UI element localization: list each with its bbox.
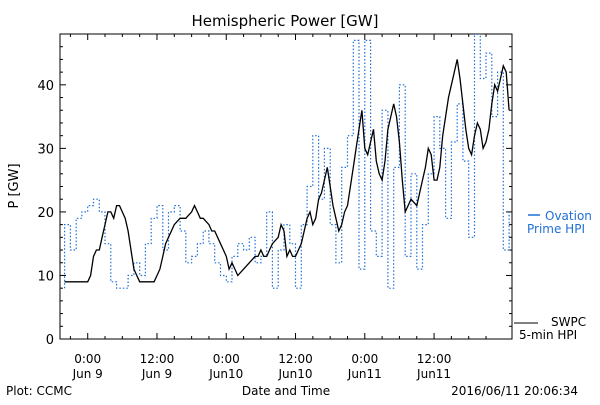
x-tick-date-label: Jun10 [278, 367, 313, 381]
x-tick-time-label: 12:00 [417, 352, 452, 366]
y-tick-label: 20 [37, 206, 54, 221]
legend-swpc-5min-hpi: SWPC 5-min HPI [514, 315, 586, 342]
x-tick-time-label: 12:00 [140, 352, 175, 366]
plot-credit: Plot: CCMC [6, 384, 72, 398]
y-tick-label: 0 [46, 333, 54, 348]
y-tick-label: 10 [37, 269, 54, 284]
x-tick-date-label: Jun11 [347, 367, 382, 381]
legend-ovation-line-2: Prime HPI [527, 222, 585, 236]
chart-title: Hemispheric Power [GW] [192, 12, 379, 30]
legend-swpc-line-1: SWPC [551, 315, 586, 329]
x-tick-time-label: 12:00 [278, 352, 313, 366]
x-tick-time-label: 0:00 [213, 352, 240, 366]
x-tick-date-label: Jun11 [416, 367, 451, 381]
legend-ovation-line-1: Ovation [545, 209, 592, 223]
plot-timestamp: 2016/06/11 20:06:34 [451, 384, 578, 398]
swpc-hpi-series-line [64, 59, 510, 283]
y-axis-label: P [GW] [7, 163, 22, 208]
y-tick-label: 40 [37, 79, 54, 94]
x-tick-date-label: Jun 9 [141, 367, 172, 381]
y-axis: 0 10 20 30 40 [37, 46, 512, 348]
x-tick-date-label: Jun10 [208, 367, 243, 381]
legend-ovation-prime-hpi: Ovation Prime HPI [527, 209, 592, 236]
series-layer [63, 34, 510, 289]
legend-swpc-line-2: 5-min HPI [519, 328, 577, 342]
x-axis-label: Date and Time [242, 384, 330, 398]
x-tick-time-label: 0:00 [74, 352, 101, 366]
ovation-prime-hpi-series-line [63, 34, 510, 289]
y-tick-label: 30 [37, 142, 54, 157]
x-tick-time-label: 0:00 [351, 352, 378, 366]
x-tick-date-label: Jun 9 [72, 367, 103, 381]
